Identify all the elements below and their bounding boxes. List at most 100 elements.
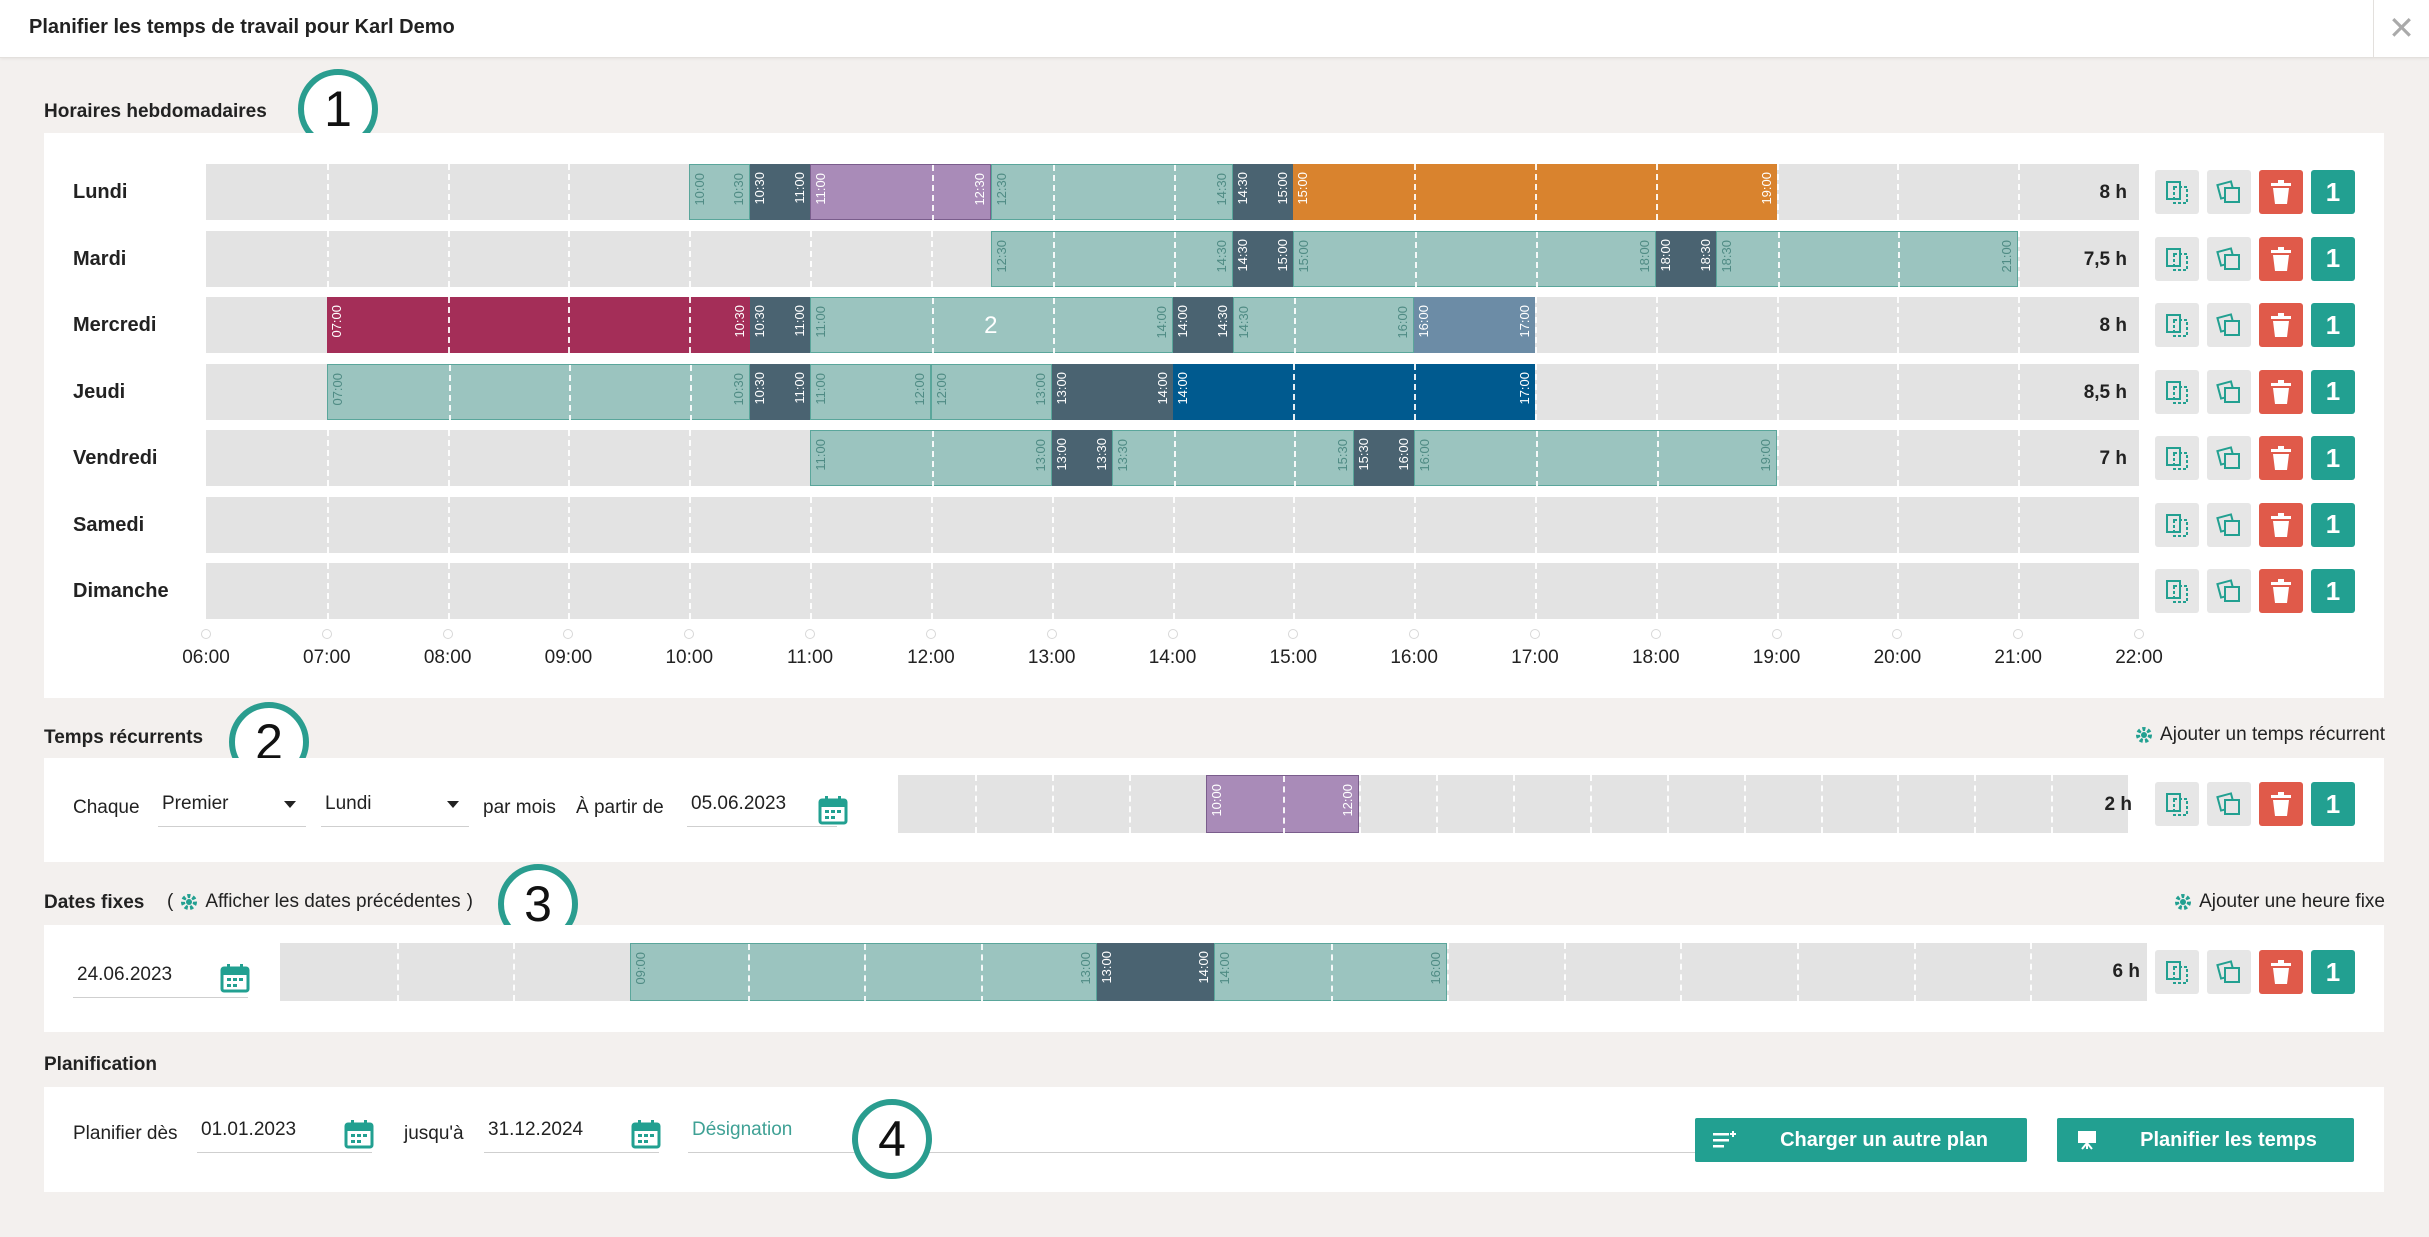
hour-gridline — [568, 164, 571, 220]
trash-icon[interactable] — [2259, 502, 2303, 547]
recurring-date-input[interactable]: 05.06.2023 — [687, 789, 837, 827]
repeat-count-button[interactable]: 1 — [2311, 236, 2355, 281]
timeline-track[interactable] — [206, 496, 2139, 553]
time-block[interactable]: 11:00 12:00 — [810, 363, 931, 420]
trash-icon[interactable] — [2259, 303, 2303, 347]
time-block[interactable]: 07:00 10:30 — [326, 363, 750, 421]
trash-icon[interactable] — [2259, 950, 2303, 994]
time-block[interactable]: 14:30 15:00 — [1232, 164, 1294, 220]
time-block[interactable]: 12:00 13:00 — [930, 363, 1052, 420]
time-block[interactable]: 11:00 12:30 — [810, 164, 992, 221]
load-other-plan-button[interactable]: Charger un autre plan — [1695, 1118, 2027, 1162]
repeat-count-button[interactable]: 1 — [2311, 303, 2355, 347]
duplicate-icon[interactable] — [2207, 502, 2251, 547]
duplicate-icon[interactable] — [2207, 236, 2251, 281]
copy-schedule-icon[interactable] — [2155, 569, 2199, 613]
copy-schedule-icon[interactable] — [2155, 303, 2199, 347]
copy-schedule-icon[interactable] — [2155, 369, 2199, 414]
calendar-icon[interactable] — [631, 1119, 661, 1149]
time-block[interactable]: 16:00 17:00 — [1414, 297, 1535, 353]
duplicate-icon[interactable] — [2207, 782, 2251, 826]
time-block[interactable]: 13:00 14:00 — [1096, 943, 1214, 1001]
time-block[interactable]: 14:00 16:00 — [1213, 943, 1447, 1002]
trash-icon[interactable] — [2259, 170, 2303, 214]
repeat-count-button[interactable]: 1 — [2311, 436, 2355, 480]
time-block[interactable]: 14:00 14:30 — [1172, 297, 1233, 353]
plan-times-button[interactable]: Planifier les temps — [2057, 1118, 2354, 1162]
close-icon[interactable]: ✕ — [2373, 0, 2429, 58]
duplicate-icon[interactable] — [2207, 950, 2251, 994]
calendar-icon[interactable] — [220, 963, 250, 993]
duplicate-icon[interactable] — [2207, 569, 2251, 613]
timeline-track[interactable]: 11:00 13:00 13:00 13:30 13:30 15:30 15:30 16:00… — [206, 430, 2139, 487]
time-block[interactable]: 16:00 19:00 — [1414, 430, 1777, 487]
timeline-track[interactable]: 10:00 10:30 10:30 11:00 11:00 12:30 12:30 14:30… — [206, 164, 2139, 221]
show-previous-dates-link[interactable]: ( Afficher les dates précédentes ) — [167, 891, 473, 913]
trash-icon[interactable] — [2259, 236, 2303, 281]
trash-icon[interactable] — [2259, 569, 2303, 613]
repeat-count-button[interactable]: 1 — [2311, 502, 2355, 547]
plan-to-value: 31.12.2024 — [488, 1119, 584, 1140]
timeline-track[interactable] — [206, 563, 2139, 619]
repeat-count-button[interactable]: 1 — [2311, 170, 2355, 214]
time-block[interactable]: 15:00 18:00 — [1293, 230, 1656, 288]
time-block[interactable]: 10:00 10:30 — [689, 164, 750, 220]
plan-from-input[interactable]: 01.01.2023 — [197, 1115, 372, 1153]
duplicate-icon[interactable] — [2207, 170, 2251, 214]
timeline-track[interactable]: 07:00 10:30 10:30 11:00 11:00 14:00 2 14:00 14:3… — [206, 297, 2139, 354]
trash-icon[interactable] — [2259, 782, 2303, 826]
time-block[interactable]: 14:30 16:00 — [1232, 297, 1415, 354]
time-block[interactable]: 13:00 14:00 — [1051, 363, 1173, 420]
calendar-icon[interactable] — [344, 1119, 374, 1149]
duplicate-icon[interactable] — [2207, 436, 2251, 480]
fixed-date-input[interactable]: 24.06.2023 — [73, 960, 248, 998]
time-block[interactable]: 10:30 11:00 — [749, 363, 811, 420]
copy-schedule-icon[interactable] — [2155, 782, 2199, 826]
ordinal-select[interactable]: Premier — [158, 789, 306, 827]
time-block[interactable]: 07:00 10:30 — [326, 297, 750, 353]
time-block[interactable]: 14:30 15:00 — [1232, 230, 1294, 287]
time-block[interactable]: 12:30 14:30 — [991, 230, 1233, 288]
add-fixed-time-link[interactable]: Ajouter une heure fixe — [2173, 891, 2385, 913]
time-block[interactable]: 13:30 15:30 — [1112, 430, 1354, 487]
copy-schedule-icon[interactable] — [2155, 170, 2199, 214]
block-start-label: 18:00 — [1657, 238, 1673, 272]
time-block[interactable]: 11:00 13:00 — [810, 430, 1052, 487]
designation-input[interactable]: Désignation — [688, 1115, 1712, 1153]
time-block[interactable]: 11:00 14:00 2 — [810, 297, 1173, 354]
repeat-count-button[interactable]: 1 — [2311, 369, 2355, 414]
hour-gridline — [1294, 298, 1297, 354]
axis-tick — [2134, 628, 2144, 639]
duplicate-icon[interactable] — [2207, 369, 2251, 414]
copy-schedule-icon[interactable] — [2155, 236, 2199, 281]
weekday-select[interactable]: Lundi — [321, 789, 469, 827]
duplicate-icon[interactable] — [2207, 303, 2251, 347]
timeline-track[interactable]: 07:00 10:30 10:30 11:00 11:00 12:00 12:00 13:00… — [206, 363, 2139, 421]
repeat-count-button[interactable]: 1 — [2311, 569, 2355, 613]
hour-gridline — [1173, 431, 1176, 487]
copy-schedule-icon[interactable] — [2155, 436, 2199, 480]
copy-schedule-icon[interactable] — [2155, 950, 2199, 994]
time-block[interactable]: 10:30 11:00 — [749, 164, 811, 220]
time-block[interactable]: 15:30 16:00 — [1353, 430, 1415, 486]
time-block[interactable]: 15:00 19:00 — [1293, 164, 1777, 220]
repeat-count-button[interactable]: 1 — [2311, 950, 2355, 994]
time-block[interactable]: 10:30 11:00 — [749, 297, 811, 353]
repeat-count-button[interactable]: 1 — [2311, 782, 2355, 826]
time-block[interactable]: 18:30 21:00 — [1716, 230, 2019, 288]
trash-icon[interactable] — [2259, 436, 2303, 480]
time-block[interactable]: 13:00 13:30 — [1051, 430, 1113, 486]
add-recurring-link[interactable]: Ajouter un temps récurrent — [2134, 724, 2385, 746]
time-block[interactable]: 09:00 13:00 — [630, 943, 1097, 1002]
time-block[interactable]: 14:00 17:00 — [1172, 363, 1535, 420]
time-block[interactable]: 10:00 12:00 — [1205, 775, 1360, 834]
plan-to-input[interactable]: 31.12.2024 — [484, 1115, 659, 1153]
calendar-icon[interactable] — [818, 795, 848, 825]
timeline-track[interactable]: 10:00 12:00 — [898, 775, 2128, 834]
time-block[interactable]: 18:00 18:30 — [1655, 230, 1717, 287]
timeline-track[interactable]: 09:00 13:00 13:00 14:00 14:00 16:00 — [280, 943, 2147, 1002]
time-block[interactable]: 12:30 14:30 — [991, 164, 1233, 221]
trash-icon[interactable] — [2259, 369, 2303, 414]
copy-schedule-icon[interactable] — [2155, 502, 2199, 547]
timeline-track[interactable]: 12:30 14:30 14:30 15:00 15:00 18:00 18:00 18:30… — [206, 230, 2139, 288]
